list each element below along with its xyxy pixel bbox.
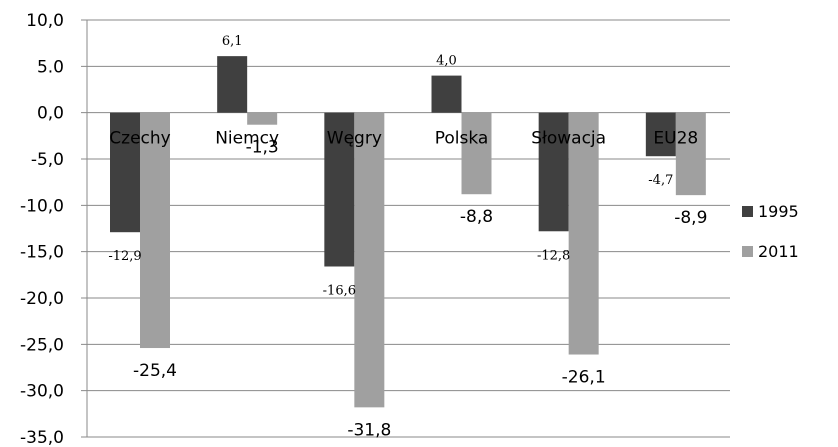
y-tick-label: -25,0 [20, 335, 64, 355]
bar-2011-1 [247, 112, 278, 125]
data-label-1995: -12,9 [108, 249, 141, 264]
data-label-2011: -25,4 [133, 361, 177, 381]
data-label-2011: -1,3 [246, 138, 279, 158]
data-label-2011: -31,8 [347, 420, 391, 440]
y-tick-label: -5,0 [31, 150, 64, 170]
y-tick-label: 10,0 [26, 11, 64, 31]
bar-2011-3 [461, 112, 492, 195]
data-label-2011: -8,9 [674, 208, 707, 228]
bar-1995-1 [217, 56, 248, 113]
y-tick-label: -15,0 [20, 243, 64, 263]
data-label-2011: -8,8 [460, 207, 493, 227]
y-tick-label: -35,0 [20, 428, 64, 447]
y-tick-label: -20,0 [20, 289, 64, 309]
category-label: Polska [435, 129, 489, 149]
bar-1995-0 [110, 112, 140, 233]
category-label: EU28 [653, 129, 698, 149]
data-label-1995: -16,6 [323, 283, 356, 298]
legend-label-1995: 1995 [758, 202, 799, 221]
category-label: Niemcy [215, 129, 279, 149]
bar-1995-4 [538, 112, 569, 232]
category-label: Czechy [109, 129, 170, 149]
data-label-1995: -4,7 [648, 173, 673, 188]
y-tick-label: 0,0 [37, 104, 64, 124]
bar-1995-2 [324, 112, 355, 267]
bar-2011-0 [140, 112, 170, 349]
y-tick-label: -10,0 [20, 196, 64, 216]
data-label-1995: 6,1 [222, 34, 243, 49]
bar-2011-5 [675, 112, 706, 196]
category-label: Słowacja [531, 129, 606, 149]
y-tick-label: -30,0 [20, 382, 64, 402]
bar-2011-2 [354, 112, 385, 408]
y-tick-label: 5.0 [37, 57, 64, 77]
category-label: Węgry [327, 129, 382, 149]
bar-2011-4 [568, 112, 599, 355]
legend-label-2011: 2011 [758, 242, 799, 261]
data-label-1995: -12,8 [537, 248, 570, 263]
data-label-2011: -26,1 [562, 368, 606, 388]
bar-1995-5 [645, 112, 676, 157]
legend-swatch-1995 [742, 206, 753, 217]
bar-1995-3 [431, 75, 462, 113]
legend-swatch-2011 [742, 246, 753, 257]
data-label-1995: 4,0 [436, 54, 457, 69]
